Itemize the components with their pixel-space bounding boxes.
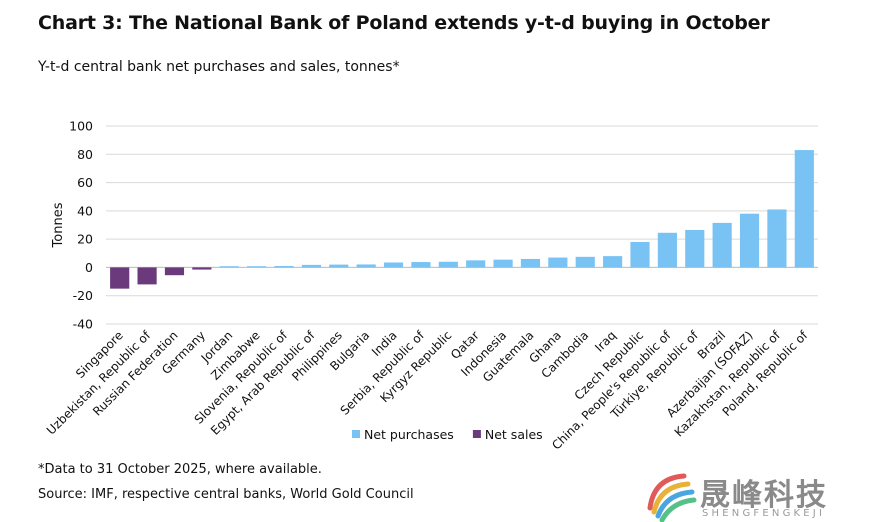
bar bbox=[137, 267, 157, 285]
bar bbox=[520, 258, 541, 268]
bar bbox=[575, 256, 595, 268]
y-tick-label: 100 bbox=[69, 119, 93, 134]
bar bbox=[794, 150, 814, 268]
y-tick-label: 60 bbox=[77, 175, 93, 190]
bar bbox=[548, 257, 568, 268]
bar bbox=[466, 260, 486, 268]
y-tick-label: 80 bbox=[77, 147, 93, 162]
bar bbox=[247, 266, 267, 268]
bar bbox=[630, 241, 650, 268]
watermark: 晟峰科技 SHENGFENGKEJI bbox=[640, 468, 890, 522]
legend-label: Net purchases bbox=[364, 427, 454, 442]
bar bbox=[493, 259, 513, 268]
source-note: Source: IMF, respective central banks, W… bbox=[38, 487, 414, 502]
watermark-chinese-text: 晟峰科技 bbox=[700, 478, 828, 513]
bar bbox=[657, 232, 677, 268]
bar bbox=[685, 229, 705, 268]
y-tick-label: -40 bbox=[73, 317, 93, 332]
y-tick-label: 20 bbox=[77, 232, 93, 247]
bar bbox=[739, 213, 760, 268]
bar bbox=[164, 267, 185, 276]
y-tick-label: 40 bbox=[77, 203, 93, 218]
watermark-logo-icon bbox=[647, 473, 697, 522]
bar bbox=[329, 264, 349, 268]
footnote: *Data to 31 October 2025, where availabl… bbox=[38, 462, 322, 477]
watermark-latin-text: SHENGFENGKEJI bbox=[702, 508, 826, 519]
bar bbox=[356, 264, 376, 268]
bar bbox=[438, 261, 458, 268]
bar bbox=[767, 209, 787, 268]
bar bbox=[301, 264, 321, 268]
bar bbox=[219, 266, 239, 268]
y-axis-label: Tonnes bbox=[51, 202, 66, 248]
y-tick-label: -20 bbox=[73, 288, 93, 303]
bar bbox=[192, 267, 212, 270]
y-tick-label: 0 bbox=[85, 260, 93, 275]
bar bbox=[712, 222, 732, 268]
bar bbox=[603, 256, 623, 268]
chart-title: Chart 3: The National Bank of Poland ext… bbox=[38, 12, 770, 34]
bar bbox=[274, 266, 294, 268]
bar bbox=[110, 267, 130, 289]
bar-chart: 100806040200-20-40TonnesSingaporeUzbekis… bbox=[44, 119, 818, 453]
bar bbox=[411, 262, 431, 268]
legend-swatch bbox=[352, 430, 360, 438]
legend-label: Net sales bbox=[485, 427, 543, 442]
legend-swatch bbox=[472, 430, 481, 438]
chart-subtitle: Y-t-d central bank net purchases and sal… bbox=[38, 59, 400, 75]
bar bbox=[383, 262, 404, 268]
